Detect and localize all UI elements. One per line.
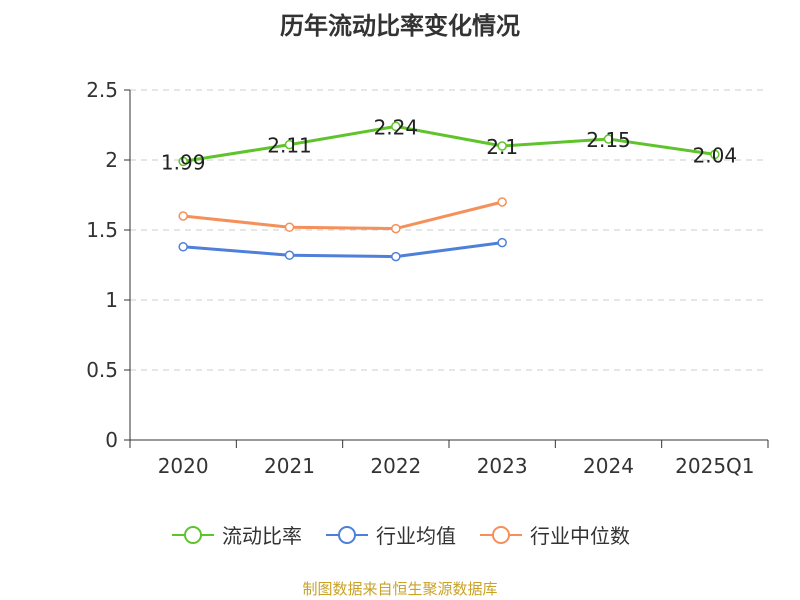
data-point xyxy=(497,197,507,207)
x-tick-label: 2023 xyxy=(477,454,528,478)
data-point xyxy=(178,242,188,252)
x-tick-label: 2022 xyxy=(370,454,421,478)
data-label: 2.24 xyxy=(374,115,419,139)
series-line xyxy=(182,124,716,163)
legend-marker-current-ratio xyxy=(172,525,214,544)
x-tick-label: 2021 xyxy=(264,454,315,478)
y-tick-label: 1.5 xyxy=(86,218,118,242)
data-point xyxy=(391,223,401,234)
x-tick-label: 2025Q1 xyxy=(675,454,754,478)
y-tick-label: 2.5 xyxy=(86,78,118,102)
series-line xyxy=(183,200,503,231)
data-label: 2.15 xyxy=(586,128,631,152)
data-point xyxy=(284,222,295,232)
data-label: 2.1 xyxy=(486,135,518,159)
legend-marker-industry-mean xyxy=(326,525,368,544)
legend-item-industry-median[interactable]: 行业中位数 xyxy=(478,520,630,549)
data-point xyxy=(710,149,720,160)
data-point xyxy=(497,237,507,248)
data-label: 1.99 xyxy=(161,150,206,174)
data-point xyxy=(284,139,295,150)
series-line xyxy=(183,241,503,259)
legend-item-industry-mean[interactable]: 行业均值 xyxy=(324,520,456,549)
data-point xyxy=(497,141,507,151)
data-point xyxy=(391,121,401,132)
legend: 流动比率 行业均值 行业中位数 xyxy=(0,520,800,549)
data-point xyxy=(284,250,295,260)
legend-label-industry-mean: 行业均值 xyxy=(376,524,456,548)
data-label: 2.04 xyxy=(693,143,738,167)
data-label: 2.11 xyxy=(267,134,312,158)
legend-marker-industry-median xyxy=(480,525,522,544)
y-tick-label: 0.5 xyxy=(86,358,118,382)
y-tick-label: 1 xyxy=(105,288,118,312)
data-point xyxy=(391,251,401,262)
x-tick-label: 2020 xyxy=(158,454,209,478)
data-point xyxy=(178,211,188,221)
data-point xyxy=(603,134,614,144)
x-tick-label: 2024 xyxy=(583,454,634,478)
legend-label-industry-median: 行业中位数 xyxy=(530,524,630,548)
legend-item-current-ratio[interactable]: 流动比率 xyxy=(170,520,302,549)
chart-title: 历年流动比率变化情况 xyxy=(280,12,520,40)
data-source-note: 制图数据来自恒生聚源数据库 xyxy=(302,580,498,598)
y-tick-label: 0 xyxy=(105,428,118,452)
data-point xyxy=(178,156,188,167)
y-tick-label: 2 xyxy=(105,148,118,172)
legend-label-current-ratio: 流动比率 xyxy=(222,524,302,548)
